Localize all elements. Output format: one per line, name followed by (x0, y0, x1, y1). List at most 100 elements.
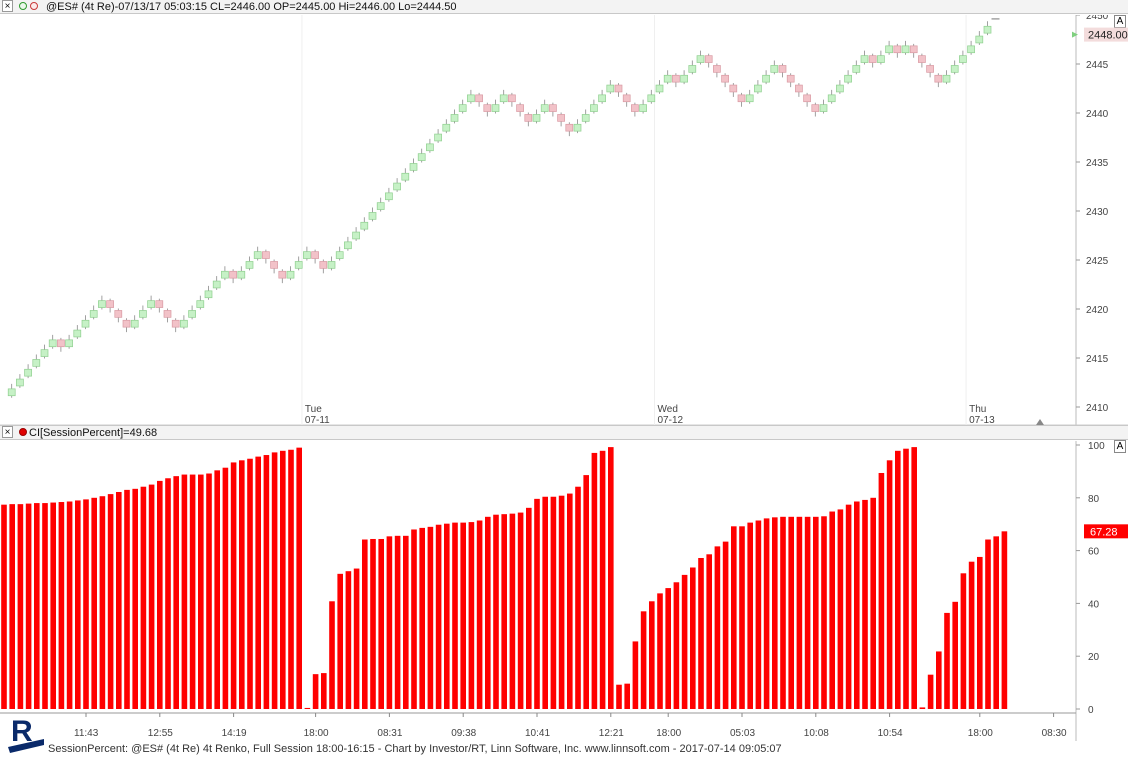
renko-body (877, 55, 885, 63)
session-percent-bar (649, 601, 655, 709)
session-percent-bar (821, 516, 827, 709)
renko-body (614, 84, 623, 93)
renko-brick-down (171, 318, 180, 333)
renko-brick-down (622, 92, 631, 107)
session-percent-bar (944, 612, 950, 709)
session-percent-bar (657, 593, 663, 709)
renko-brick-up (950, 60, 959, 75)
indicator-autoscale-button[interactable]: A (1114, 440, 1126, 453)
renko-body (270, 261, 278, 269)
renko-body (237, 270, 246, 279)
renko-body (647, 94, 656, 103)
price-y-tick-label: 2450 (1086, 15, 1109, 22)
close-price-panel-button[interactable]: × (2, 0, 13, 12)
renko-body (508, 94, 516, 103)
price-autoscale-button[interactable]: A (1114, 15, 1126, 28)
renko-brick-down (909, 43, 918, 58)
renko-body (729, 84, 738, 93)
session-percent-bar (567, 493, 573, 709)
renko-body (786, 74, 795, 83)
session-percent-bar (829, 511, 835, 709)
renko-body (860, 55, 869, 63)
indicator-x-tick-label: 09:38 (451, 728, 476, 739)
session-percent-bar (394, 535, 401, 709)
renko-brick-down (893, 43, 902, 58)
chart-status-green-icon[interactable] (19, 2, 27, 10)
renko-brick-down (114, 308, 123, 323)
session-percent-bar (34, 503, 40, 709)
renko-body (171, 319, 180, 328)
renko-brick-up (24, 364, 32, 379)
price-y-tick-label: 2410 (1086, 403, 1109, 414)
indicator-x-tick-label: 08:31 (377, 728, 402, 739)
renko-body (795, 84, 803, 93)
renko-brick-up (540, 99, 549, 114)
renko-brick-up (401, 168, 410, 183)
renko-body (745, 94, 754, 103)
session-percent-bar (714, 546, 721, 709)
renko-body (803, 94, 811, 103)
renko-body (65, 339, 73, 348)
renko-brick-down (868, 53, 877, 68)
session-percent-bar (485, 516, 491, 709)
indicator-x-tick-label: 10:54 (878, 728, 903, 739)
renko-brick-up (860, 50, 869, 65)
renko-body (901, 45, 910, 54)
renko-body (549, 104, 557, 112)
renko-body (467, 94, 475, 103)
indicator-x-tick-label: 12:55 (148, 728, 173, 739)
indicator-x-tick-label: 18:00 (968, 728, 993, 739)
session-percent-bar (411, 529, 417, 709)
renko-brick-up (65, 334, 73, 349)
renko-brick-up (335, 246, 344, 261)
session-percent-bar-chart[interactable]: 0 20 40 60 80 100 11:43 12:55 14:19 18:00 08:31 09:… (0, 441, 1128, 741)
renko-brick-up (180, 315, 188, 330)
renko-brick-up (844, 70, 852, 85)
last-value-label: 67.28 (1090, 526, 1118, 538)
indicator-x-tick-label: 08:30 (1042, 728, 1067, 739)
renko-brick-up (385, 187, 393, 202)
session-percent-bar (895, 450, 901, 709)
price-y-tick-label: 2425 (1086, 256, 1109, 267)
indicator-color-icon[interactable] (19, 428, 27, 436)
renko-body (114, 310, 123, 318)
chart-status-red-icon[interactable] (30, 2, 38, 10)
investor-rt-logo-icon: R (8, 715, 44, 753)
renko-brick-up (360, 217, 369, 232)
price-marker-icon (1072, 31, 1078, 38)
renko-brick-down (803, 92, 811, 107)
renko-body (106, 300, 114, 308)
renko-body (221, 270, 229, 279)
indicator-y-tick-label: 80 (1088, 494, 1100, 505)
renko-body (680, 74, 688, 83)
renko-body (311, 251, 319, 259)
session-percent-bar (854, 501, 860, 709)
renko-brick-up (680, 70, 688, 85)
renko-body (417, 153, 426, 161)
renko-brick-down (565, 122, 574, 137)
renko-brick-down (508, 92, 516, 107)
renko-brick-up (237, 266, 246, 281)
renko-brick-up (754, 80, 762, 94)
session-percent-bar (862, 499, 868, 709)
close-indicator-panel-button[interactable]: × (2, 426, 13, 438)
last-value-badge (1084, 524, 1128, 539)
session-percent-bar (755, 520, 762, 709)
renko-body (40, 349, 49, 357)
renko-brick-up (368, 207, 377, 222)
renko-brick-up (196, 295, 205, 310)
session-percent-bar (189, 474, 196, 709)
renko-brick-up (959, 50, 967, 65)
renko-brick-up (762, 70, 770, 85)
renko-body (532, 114, 541, 122)
renko-brick-up (352, 227, 360, 241)
indicator-y-tick-label: 60 (1088, 547, 1100, 558)
renko-body (721, 74, 729, 83)
renko-body (393, 182, 401, 191)
renko-body (565, 123, 574, 132)
renko-brick-up (901, 40, 910, 55)
renko-brick-down (262, 249, 270, 264)
renko-brick-down (155, 298, 164, 313)
renko-brick-up (7, 383, 16, 398)
